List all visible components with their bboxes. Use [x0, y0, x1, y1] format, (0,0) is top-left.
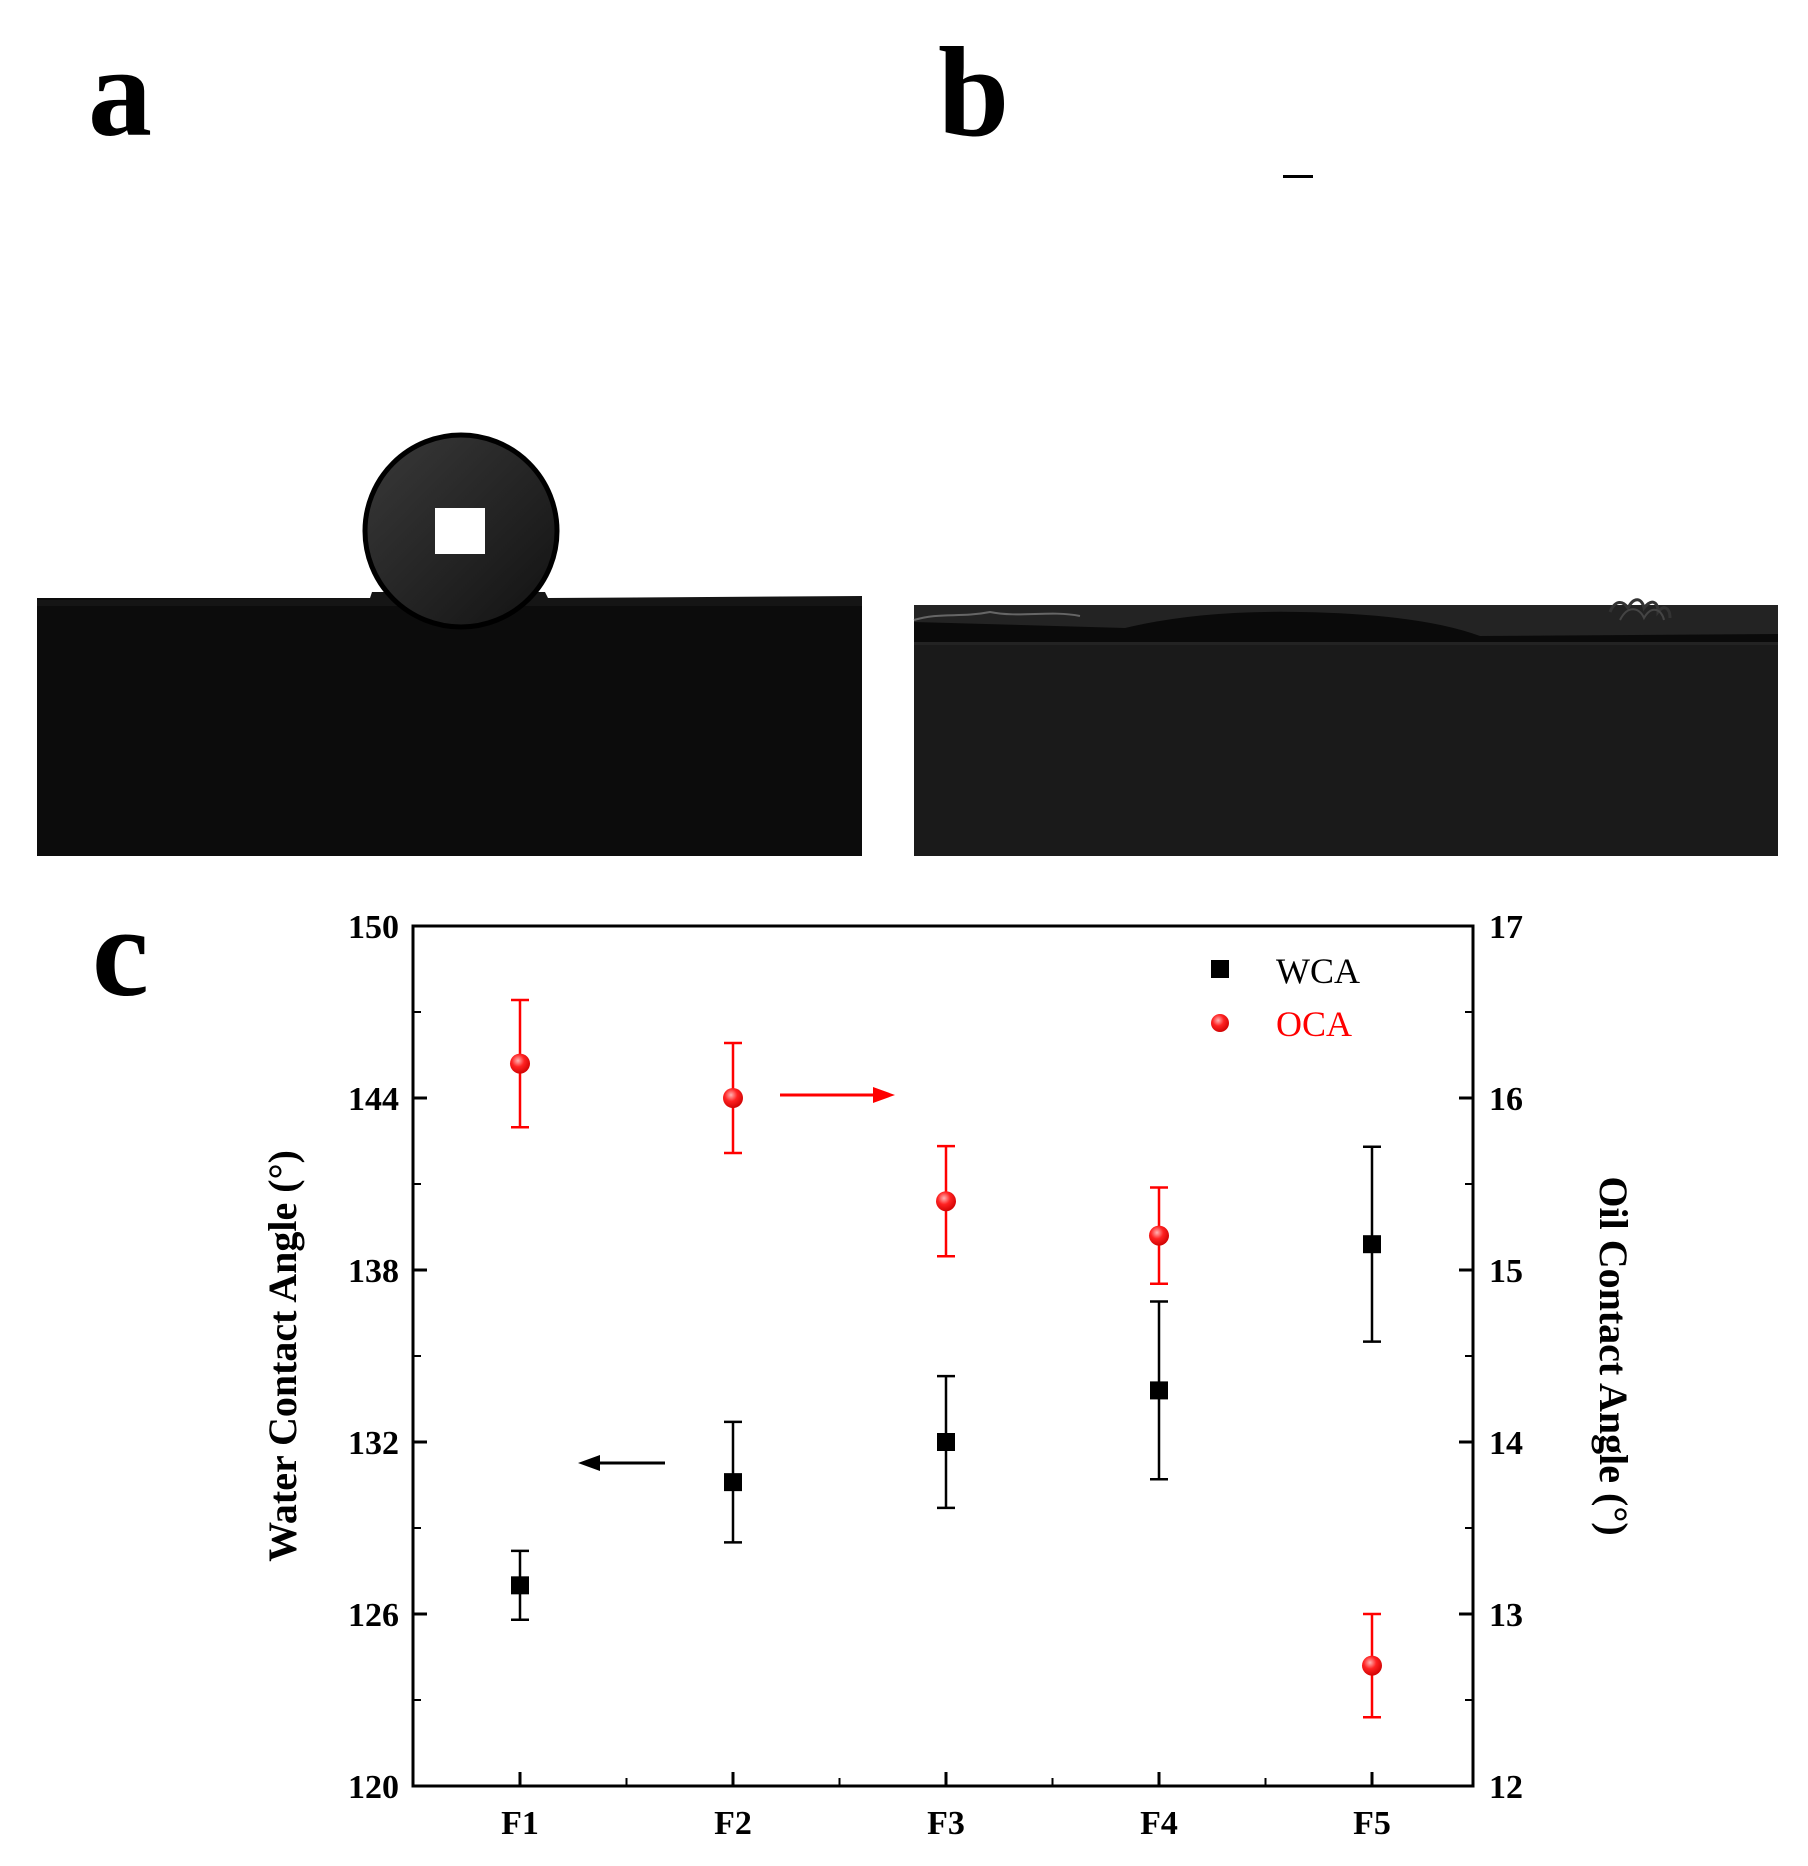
y-left-tick-label: 126 — [348, 1597, 399, 1634]
wca-point — [724, 1473, 742, 1492]
y-left-tick-label: 150 — [348, 909, 399, 946]
panel-label-a: a — [88, 21, 152, 163]
arrow-left-wca — [578, 1455, 665, 1471]
oca-point — [1362, 1655, 1382, 1676]
photo-panel-a — [37, 432, 862, 856]
oca-point — [510, 1053, 530, 1074]
arrow-right-oca — [780, 1087, 895, 1103]
y-left-tick-label: 120 — [348, 1769, 399, 1806]
plot-frame — [411, 924, 1475, 1788]
x-tick-label: F1 — [501, 1805, 539, 1842]
legend-oca-label: OCA — [1276, 1004, 1352, 1044]
y-right-tick-label: 15 — [1489, 1253, 1523, 1290]
wca-point — [1363, 1235, 1381, 1254]
y-left-tick-label: 132 — [348, 1425, 399, 1462]
wca-point — [1150, 1381, 1168, 1400]
needle-tip — [1283, 175, 1313, 178]
y-left-tick-label: 138 — [348, 1253, 399, 1290]
photo-panel-b — [913, 175, 1778, 856]
oil-spread — [914, 611, 1778, 642]
x-tick-label: F4 — [1140, 1805, 1178, 1842]
y-axis-left-title: Water Contact Angle (°) — [260, 1150, 305, 1562]
y-left-tick-label: 144 — [348, 1081, 399, 1118]
substrate-b — [914, 605, 1778, 856]
x-tick-label: F2 — [714, 1805, 752, 1842]
legend-wca-marker — [1211, 960, 1229, 978]
wca-point — [937, 1433, 955, 1451]
legend-wca-label: WCA — [1276, 951, 1360, 991]
legend: WCA OCA — [1211, 951, 1360, 1044]
y-right-tick-label: 13 — [1489, 1597, 1523, 1634]
droplet-reflection — [435, 508, 485, 554]
panel-label-b: b — [938, 21, 1010, 163]
y-right-tick-label: 14 — [1489, 1425, 1523, 1462]
y-axis-right-title: Oil Contact Angle (°) — [1591, 1176, 1636, 1535]
contact-angle-chart: 120 126 132 138 144 150 12 13 14 15 16 17 F1 F2 F3 F4 F5… — [260, 909, 1636, 1842]
oca-point — [936, 1191, 956, 1212]
wca-point — [511, 1576, 529, 1595]
panel-label-c: c — [92, 881, 149, 1023]
y-right-tick-label: 12 — [1489, 1769, 1523, 1806]
oca-point — [1149, 1225, 1169, 1246]
y-right-tick-label: 16 — [1489, 1081, 1523, 1118]
legend-oca-marker — [1211, 1014, 1229, 1032]
substrate-a — [37, 598, 862, 856]
oca-point — [723, 1088, 743, 1108]
y-right-tick-label: 17 — [1489, 909, 1523, 946]
x-tick-label: F3 — [927, 1805, 965, 1842]
x-tick-label: F5 — [1353, 1805, 1391, 1842]
